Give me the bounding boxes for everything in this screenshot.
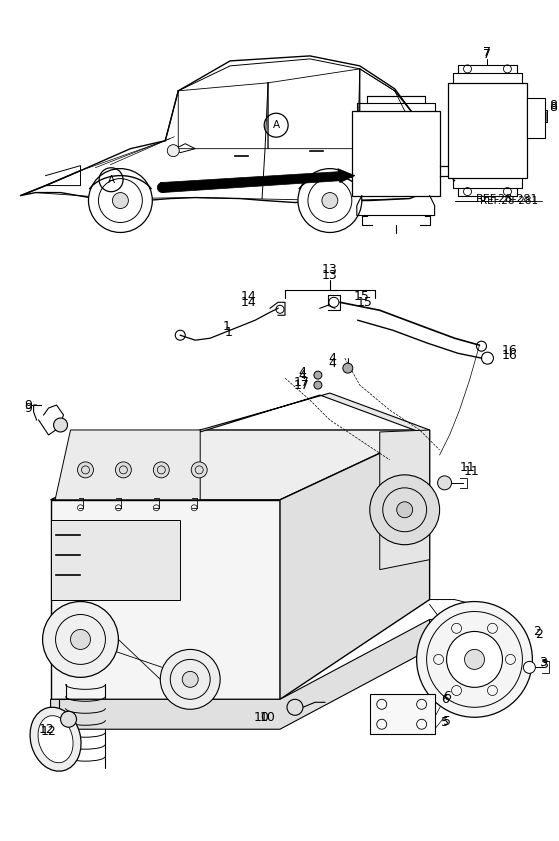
Text: 6: 6: [440, 693, 448, 706]
Circle shape: [54, 418, 68, 432]
Circle shape: [112, 193, 129, 209]
Polygon shape: [380, 430, 430, 569]
Polygon shape: [50, 430, 430, 500]
Text: 8: 8: [549, 99, 557, 113]
Circle shape: [523, 661, 536, 674]
Circle shape: [481, 352, 494, 364]
Text: 11: 11: [459, 462, 475, 474]
Polygon shape: [50, 520, 180, 600]
Circle shape: [167, 145, 179, 156]
Text: A: A: [107, 175, 115, 185]
Text: 17: 17: [294, 378, 310, 392]
Ellipse shape: [38, 716, 73, 763]
Text: 4: 4: [298, 368, 306, 382]
Circle shape: [60, 711, 77, 727]
Circle shape: [298, 169, 362, 232]
Text: 12: 12: [41, 725, 56, 738]
Text: 7: 7: [484, 49, 491, 61]
Text: 14: 14: [240, 296, 256, 309]
Bar: [352, 111, 439, 196]
Polygon shape: [21, 56, 434, 203]
Polygon shape: [55, 430, 200, 500]
Text: 10: 10: [254, 711, 270, 724]
Text: 9: 9: [25, 401, 32, 415]
Text: A: A: [273, 120, 280, 130]
Text: 3: 3: [541, 658, 548, 671]
Text: 2: 2: [536, 628, 543, 641]
Text: 3: 3: [539, 656, 547, 669]
Circle shape: [78, 462, 93, 478]
Text: 15: 15: [357, 296, 373, 309]
Circle shape: [447, 632, 503, 687]
Text: 7: 7: [484, 46, 491, 60]
Polygon shape: [280, 430, 430, 700]
Text: 17: 17: [294, 376, 310, 389]
Text: 10: 10: [260, 711, 276, 724]
Text: 13: 13: [322, 263, 338, 276]
Text: 15: 15: [354, 290, 369, 303]
Circle shape: [115, 462, 131, 478]
Text: 6: 6: [443, 690, 451, 703]
Polygon shape: [50, 620, 430, 729]
Circle shape: [153, 462, 169, 478]
Text: REF.28-281: REF.28-281: [476, 193, 538, 204]
Polygon shape: [200, 393, 430, 432]
Polygon shape: [160, 172, 342, 193]
Circle shape: [191, 462, 207, 478]
Text: 16: 16: [501, 344, 517, 357]
Circle shape: [88, 169, 152, 232]
Text: 4: 4: [328, 357, 336, 370]
Circle shape: [182, 671, 198, 687]
Circle shape: [287, 700, 303, 715]
Text: 2: 2: [533, 625, 541, 638]
Text: 5: 5: [443, 715, 451, 727]
Text: 1: 1: [224, 325, 232, 339]
Circle shape: [70, 629, 91, 649]
Text: 4: 4: [298, 366, 306, 378]
Circle shape: [314, 381, 322, 389]
Bar: [369, 695, 434, 734]
Text: 11: 11: [463, 465, 480, 479]
Text: 8: 8: [549, 101, 557, 114]
Text: REF.28-281: REF.28-281: [480, 196, 538, 205]
Circle shape: [157, 182, 167, 193]
Text: 13: 13: [322, 269, 338, 282]
Ellipse shape: [30, 707, 81, 771]
Circle shape: [438, 476, 452, 489]
Circle shape: [416, 601, 532, 717]
Circle shape: [343, 363, 353, 373]
Polygon shape: [50, 500, 280, 700]
Text: 16: 16: [501, 349, 517, 362]
Circle shape: [397, 502, 413, 518]
Polygon shape: [338, 169, 355, 182]
Text: 1: 1: [222, 320, 230, 333]
Circle shape: [322, 193, 338, 209]
Circle shape: [369, 475, 439, 545]
Text: 14: 14: [240, 290, 256, 303]
Text: 4: 4: [328, 352, 336, 365]
Circle shape: [160, 649, 220, 709]
Circle shape: [42, 601, 119, 677]
Text: 12: 12: [39, 722, 54, 736]
Circle shape: [465, 649, 485, 669]
Bar: [448, 83, 527, 177]
Circle shape: [314, 371, 322, 379]
Bar: [527, 98, 546, 138]
Text: 9: 9: [25, 399, 32, 411]
Text: 5: 5: [440, 716, 448, 729]
